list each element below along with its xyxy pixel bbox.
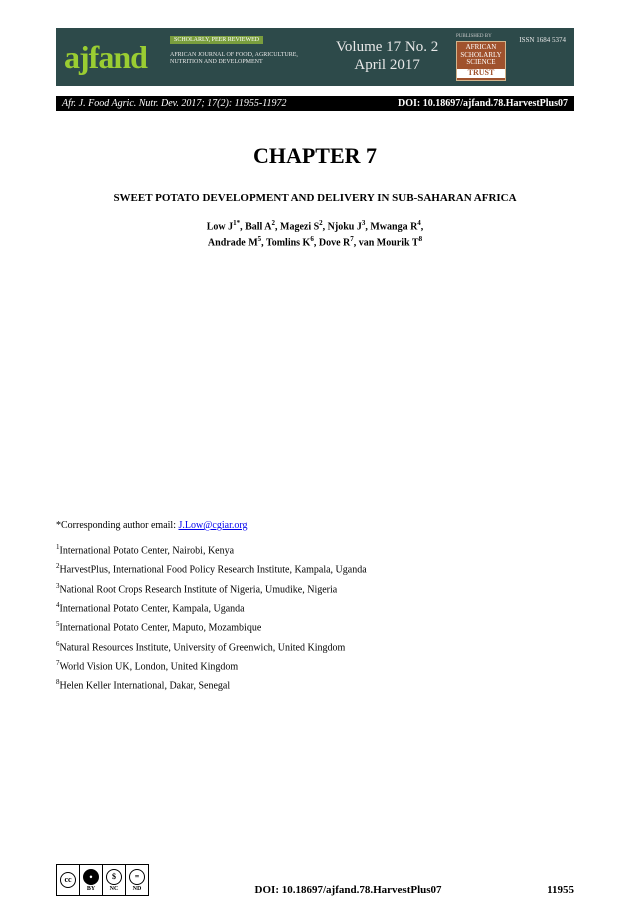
volume-line: Volume 17 No. 2	[336, 38, 438, 56]
volume-info: Volume 17 No. 2 April 2017	[336, 38, 438, 74]
journal-banner: ajfand SCHOLARLY, PEER REVIEWED AFRICAN …	[56, 28, 574, 86]
journal-subtitle: AFRICAN JOURNAL OF FOOD, AGRICULTURE, NU…	[170, 52, 300, 65]
affiliation-item: 3National Root Crops Research Institute …	[56, 580, 574, 599]
paper-title: SWEET POTATO DEVELOPMENT AND DELIVERY IN…	[56, 191, 574, 205]
affiliation-item: 4International Potato Center, Kampala, U…	[56, 599, 574, 618]
affiliation-item: 6Natural Resources Institute, University…	[56, 638, 574, 657]
cc-license-badge: cc •BY $NC =ND	[56, 864, 149, 896]
chapter-heading: CHAPTER 7	[0, 143, 630, 169]
citation-text: Afr. J. Food Agric. Nutr. Dev. 2017; 17(…	[62, 98, 287, 109]
cc-icon: cc	[57, 865, 80, 895]
issn-text: ISSN 1684 5374	[519, 36, 566, 44]
page-number: 11955	[547, 884, 574, 896]
citation-doi: DOI: 10.18697/ajfand.78.HarvestPlus07	[398, 98, 568, 109]
by-icon: •BY	[80, 865, 103, 895]
nd-icon: =ND	[126, 865, 148, 895]
footer-doi: DOI: 10.18697/ajfand.78.HarvestPlus07	[149, 884, 547, 896]
affiliation-item: 1International Potato Center, Nairobi, K…	[56, 541, 574, 560]
scholarly-badge: SCHOLARLY, PEER REVIEWED	[170, 36, 263, 44]
citation-bar: Afr. J. Food Agric. Nutr. Dev. 2017; 17(…	[56, 96, 574, 111]
date-line: April 2017	[336, 56, 438, 74]
nc-icon: $NC	[103, 865, 126, 895]
affiliations-list: 1International Potato Center, Nairobi, K…	[56, 541, 574, 696]
corresponding-author: *Corresponding author email: J.Low@cgiar…	[56, 520, 574, 531]
page-footer: cc •BY $NC =ND DOI: 10.18697/ajfand.78.H…	[56, 864, 574, 896]
affiliation-item: 2HarvestPlus, International Food Policy …	[56, 560, 574, 579]
journal-logo: ajfand	[56, 39, 147, 76]
authors-list: Low J1*, Ball A2, Magezi S2, Njoku J3, M…	[100, 219, 530, 250]
corresponding-email-link[interactable]: J.Low@cgiar.org	[178, 520, 247, 531]
affiliation-item: 5International Potato Center, Maputo, Mo…	[56, 618, 574, 637]
affiliation-item: 8Helen Keller International, Dakar, Sene…	[56, 676, 574, 695]
publisher-label: PUBLISHED BY	[456, 34, 492, 39]
affiliation-item: 7World Vision UK, London, United Kingdom	[56, 657, 574, 676]
publisher-trust-badge: AFRICAN SCHOLARLY SCIENCE TRUST	[456, 41, 506, 81]
